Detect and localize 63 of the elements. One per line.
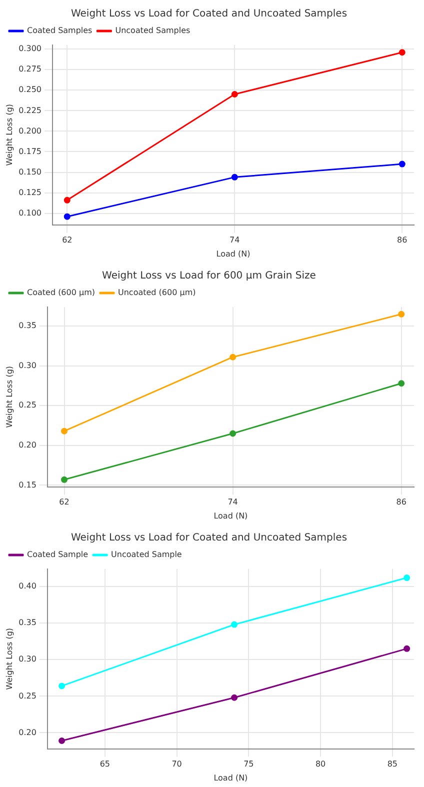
point (398, 160, 406, 168)
point (231, 694, 238, 701)
y-tick-label: 0.25 (18, 691, 36, 700)
legend-label: Uncoated Samples (115, 26, 190, 36)
legend-label: Uncoated (600 µm) (118, 288, 196, 298)
y-tick-label: 0.275 (18, 64, 42, 74)
legend-label: Coated (600 µm) (27, 288, 95, 298)
y-axis-title: Weight Loss (g) (4, 104, 14, 166)
point (230, 354, 236, 360)
chart-title: Weight Loss vs Load for Coated and Uncoated Samples (70, 8, 348, 20)
x-axis-title: Load (N) (214, 511, 248, 520)
point (61, 476, 68, 483)
x-tick-label: 86 (397, 236, 408, 245)
legend-label: Coated Samples (27, 26, 92, 36)
y-tick-label: 0.35 (18, 321, 36, 330)
x-axis-title: Load (N) (214, 773, 248, 782)
y-tick-label: 0.300 (18, 44, 42, 54)
legend-label: Uncoated Sample (111, 550, 182, 560)
point (398, 380, 405, 387)
y-tick-label: 0.150 (18, 167, 42, 176)
point (64, 196, 70, 204)
point (231, 621, 238, 628)
x-tick-label: 85 (387, 760, 398, 769)
x-tick-label: 86 (396, 498, 406, 507)
y-tick-label: 0.35 (18, 618, 36, 628)
y-tick-label: 0.20 (18, 440, 36, 450)
y-tick-label: 0.25 (18, 400, 36, 410)
x-tick-label: 74 (228, 498, 238, 507)
legend-label: Coated Sample (27, 550, 88, 560)
y-tick-label: 0.15 (18, 480, 36, 490)
x-tick-label: 62 (59, 498, 70, 507)
y-tick-label: 0.200 (18, 126, 42, 136)
point (230, 430, 236, 437)
y-tick-label: 0.175 (18, 146, 42, 156)
y-tick-label: 0.20 (18, 728, 36, 737)
y-axis-title: Weight Loss (g) (4, 366, 14, 428)
x-tick-label: 62 (62, 236, 72, 245)
point (398, 310, 405, 318)
y-tick-label: 0.30 (18, 654, 36, 664)
point (404, 645, 410, 652)
x-axis-title: Load (N) (216, 249, 250, 258)
y-tick-label: 0.100 (18, 208, 42, 218)
y-axis-title: Weight Loss (g) (4, 628, 14, 690)
y-tick-label: 0.250 (18, 85, 42, 94)
point (231, 91, 238, 98)
point (58, 682, 66, 690)
point (398, 49, 406, 56)
x-tick-label: 80 (315, 760, 326, 769)
x-tick-label: 70 (172, 760, 182, 769)
point (64, 213, 70, 220)
point (61, 428, 68, 434)
y-tick-label: 0.125 (18, 188, 42, 197)
y-tick-label: 0.30 (18, 360, 36, 370)
point (404, 574, 410, 582)
point (58, 738, 66, 744)
y-tick-label: 0.225 (18, 106, 42, 115)
x-tick-label: 75 (244, 760, 254, 769)
chart-title: Weight Loss vs Load for Coated and Uncoated Samples (70, 532, 348, 544)
point (231, 174, 238, 180)
y-tick-label: 0.40 (18, 582, 36, 591)
chart-title: Weight Loss vs Load for 600 µm Grain Size (102, 270, 316, 282)
x-tick-label: 65 (100, 760, 110, 769)
x-tick-label: 74 (230, 236, 240, 245)
